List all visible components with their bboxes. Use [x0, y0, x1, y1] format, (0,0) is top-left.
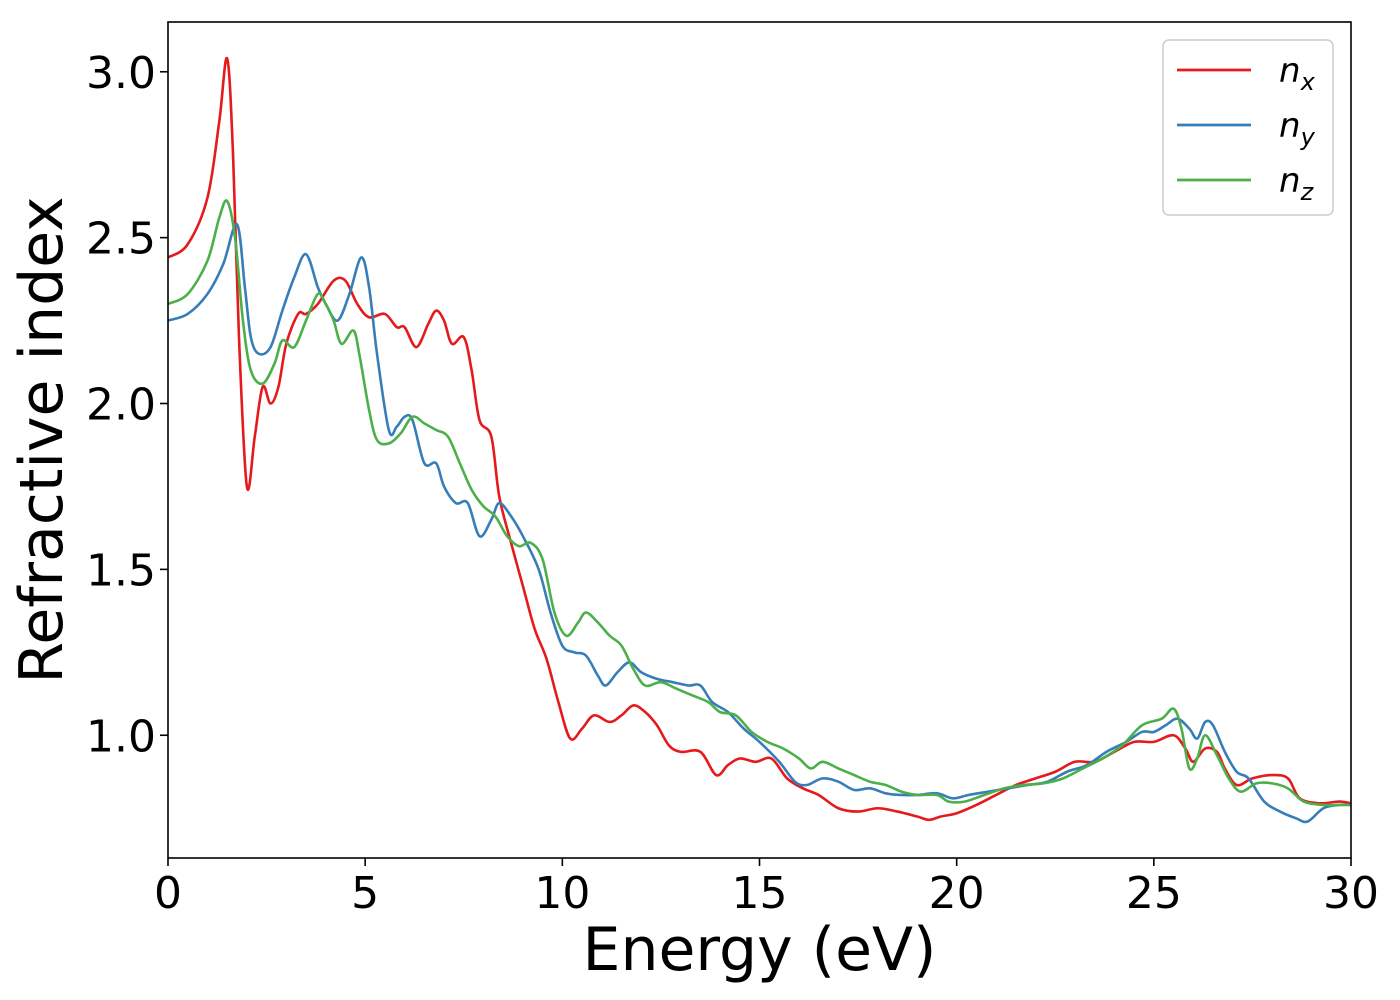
x-tick-label: 0: [154, 868, 182, 919]
series-line-z: [168, 199, 1351, 807]
legend-label-y: ny: [1279, 106, 1316, 151]
y-axis-title: Refractive index: [7, 196, 77, 683]
legend-label-x: nx: [1279, 51, 1316, 96]
y-tick-label: 1.5: [86, 545, 156, 596]
x-tick-label: 5: [351, 868, 379, 919]
series-layer: [168, 57, 1351, 824]
series-line-x: [168, 57, 1351, 822]
y-tick-label: 3.0: [86, 48, 156, 99]
series-line-y: [168, 223, 1351, 824]
y-tick-label: 2.0: [86, 380, 156, 431]
x-axis-title: Energy (eV): [583, 915, 937, 985]
ticks-layer: 0 5 10 15 20 25 30 1.0 1.5 2.0 2.5 3.0: [86, 48, 1379, 919]
y-tick-label: 1.0: [86, 711, 156, 762]
x-tick-label: 10: [534, 868, 590, 919]
x-tick-label: 20: [929, 868, 985, 919]
legend-box: [1162, 39, 1334, 216]
legend-label-z: nz: [1279, 161, 1315, 206]
x-tick-label: 25: [1126, 868, 1182, 919]
x-tick-label: 15: [732, 868, 788, 919]
x-tick-label: 30: [1323, 868, 1379, 919]
y-tick-label: 2.5: [86, 214, 156, 265]
legend: nx ny nz: [1162, 39, 1334, 216]
